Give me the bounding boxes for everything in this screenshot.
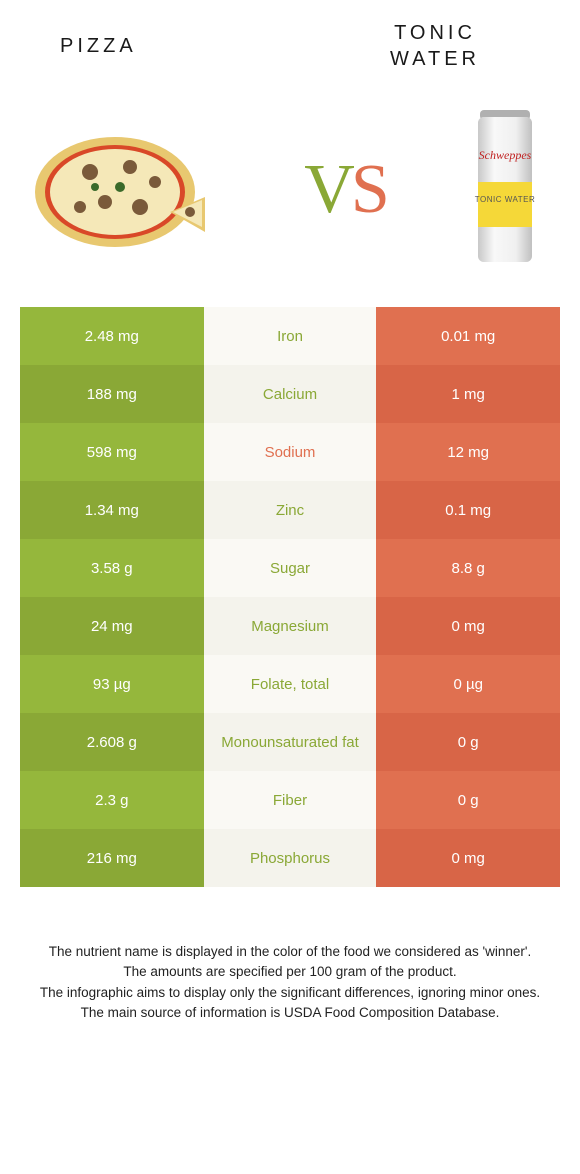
footnote-line: The nutrient name is displayed in the co… [38,942,542,962]
right-value: 0.1 mg [376,481,560,539]
tonic-can-image: Schweppes TONIC WATER [460,102,550,277]
footnote-line: The amounts are specified per 100 gram o… [38,962,542,982]
right-value: 1 mg [376,365,560,423]
table-row: 3.58 gSugar8.8 g [20,539,560,597]
left-value: 216 mg [20,829,204,887]
footnote-line: The main source of information is USDA F… [38,1003,542,1023]
right-value: 0 µg [376,655,560,713]
right-value: 0 mg [376,829,560,887]
nutrient-label: Fiber [204,771,377,829]
table-row: 598 mgSodium12 mg [20,423,560,481]
pizza-image [30,112,230,267]
left-value: 3.58 g [20,539,204,597]
title-right: TONIC WATER [310,20,560,72]
table-row: 2.608 gMonounsaturated fat0 g [20,713,560,771]
right-value: 0 g [376,713,560,771]
right-value: 0 g [376,771,560,829]
nutrient-label: Folate, total [204,655,377,713]
titles-row: PIZZA TONIC WATER [20,20,560,72]
page-container: PIZZA TONIC WATER [0,0,580,1023]
right-value: 0.01 mg [376,307,560,365]
table-row: 1.34 mgZinc0.1 mg [20,481,560,539]
left-value: 93 µg [20,655,204,713]
right-value: 8.8 g [376,539,560,597]
nutrient-label: Sugar [204,539,377,597]
vs-label: VS [304,150,386,230]
right-value: 12 mg [376,423,560,481]
right-value: 0 mg [376,597,560,655]
left-value: 188 mg [20,365,204,423]
left-value: 2.3 g [20,771,204,829]
title-right-line2: WATER [310,46,560,72]
svg-text:Schweppes: Schweppes [479,148,532,162]
nutrient-label: Monounsaturated fat [204,713,377,771]
left-value: 1.34 mg [20,481,204,539]
nutrient-label: Magnesium [204,597,377,655]
svg-text:TONIC WATER: TONIC WATER [475,195,535,204]
footnote-line: The infographic aims to display only the… [38,983,542,1003]
vs-s: S [351,151,386,228]
table-row: 2.3 gFiber0 g [20,771,560,829]
left-value: 24 mg [20,597,204,655]
nutrient-label: Sodium [204,423,377,481]
hero-row: VS Schweppes TONIC WATER [30,102,550,277]
left-value: 2.608 g [20,713,204,771]
table-row: 24 mgMagnesium0 mg [20,597,560,655]
nutrient-table: 2.48 mgIron0.01 mg188 mgCalcium1 mg598 m… [20,307,560,887]
table-row: 216 mgPhosphorus0 mg [20,829,560,887]
vs-v: V [304,151,351,228]
nutrient-label: Phosphorus [204,829,377,887]
title-left: PIZZA [20,35,310,58]
footnotes: The nutrient name is displayed in the co… [20,942,560,1023]
nutrient-label: Calcium [204,365,377,423]
table-row: 188 mgCalcium1 mg [20,365,560,423]
left-value: 2.48 mg [20,307,204,365]
nutrient-label: Iron [204,307,377,365]
left-value: 598 mg [20,423,204,481]
table-row: 93 µgFolate, total0 µg [20,655,560,713]
title-right-line1: TONIC [310,20,560,46]
table-row: 2.48 mgIron0.01 mg [20,307,560,365]
nutrient-label: Zinc [204,481,377,539]
